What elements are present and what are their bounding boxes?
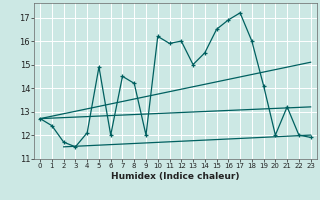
X-axis label: Humidex (Indice chaleur): Humidex (Indice chaleur) (111, 172, 240, 181)
